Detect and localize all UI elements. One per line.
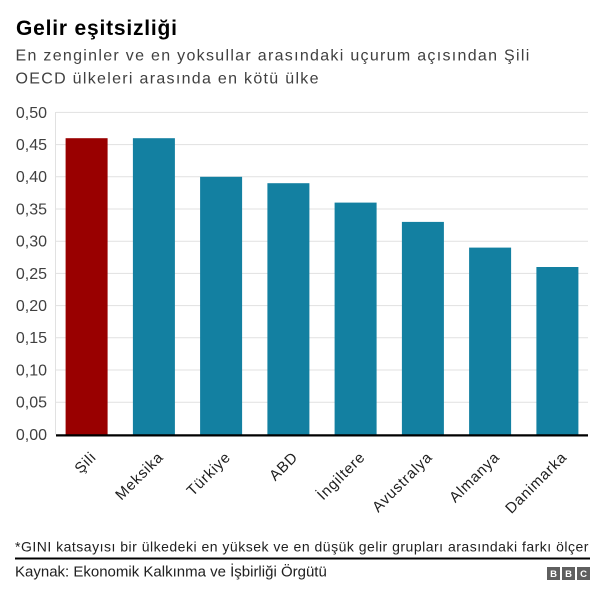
- svg-text:OECD ülkeleri arasında en kötü: OECD ülkeleri arasında en kötü ülke: [16, 70, 320, 87]
- svg-text:0,50: 0,50: [16, 105, 47, 122]
- svg-text:Gelir eşitsizliği: Gelir eşitsizliği: [16, 17, 178, 40]
- svg-text:B: B: [550, 569, 557, 580]
- svg-text:ABD: ABD: [266, 449, 302, 485]
- svg-text:0,30: 0,30: [16, 234, 47, 251]
- svg-text:Danimarka: Danimarka: [502, 449, 570, 517]
- svg-text:0,35: 0,35: [16, 201, 47, 218]
- svg-text:En zenginler ve en yoksullar a: En zenginler ve en yoksullar arasındaki …: [16, 47, 531, 64]
- svg-text:0,10: 0,10: [16, 362, 47, 379]
- svg-text:0,05: 0,05: [16, 395, 47, 412]
- svg-text:İngiltere: İngiltere: [313, 448, 369, 504]
- svg-text:0,45: 0,45: [16, 137, 47, 154]
- svg-text:*GINI katsayısı bir ülkedeki e: *GINI katsayısı bir ülkedeki en yüksek v…: [15, 539, 589, 555]
- svg-text:B: B: [565, 569, 572, 580]
- svg-text:0,15: 0,15: [16, 330, 47, 347]
- svg-text:Avustralya: Avustralya: [369, 449, 436, 516]
- svg-text:Şili: Şili: [71, 449, 99, 477]
- svg-text:0,25: 0,25: [16, 266, 47, 283]
- svg-text:0,20: 0,20: [16, 298, 47, 315]
- svg-text:Kaynak: Ekonomik Kalkınma ve İ: Kaynak: Ekonomik Kalkınma ve İşbirliği Ö…: [15, 562, 327, 580]
- svg-text:0,40: 0,40: [16, 169, 47, 186]
- svg-text:Türkiye: Türkiye: [184, 449, 235, 500]
- svg-text:Almanya: Almanya: [446, 449, 503, 506]
- svg-text:C: C: [580, 569, 587, 580]
- svg-text:0,00: 0,00: [16, 427, 47, 444]
- svg-text:Meksika: Meksika: [112, 449, 167, 504]
